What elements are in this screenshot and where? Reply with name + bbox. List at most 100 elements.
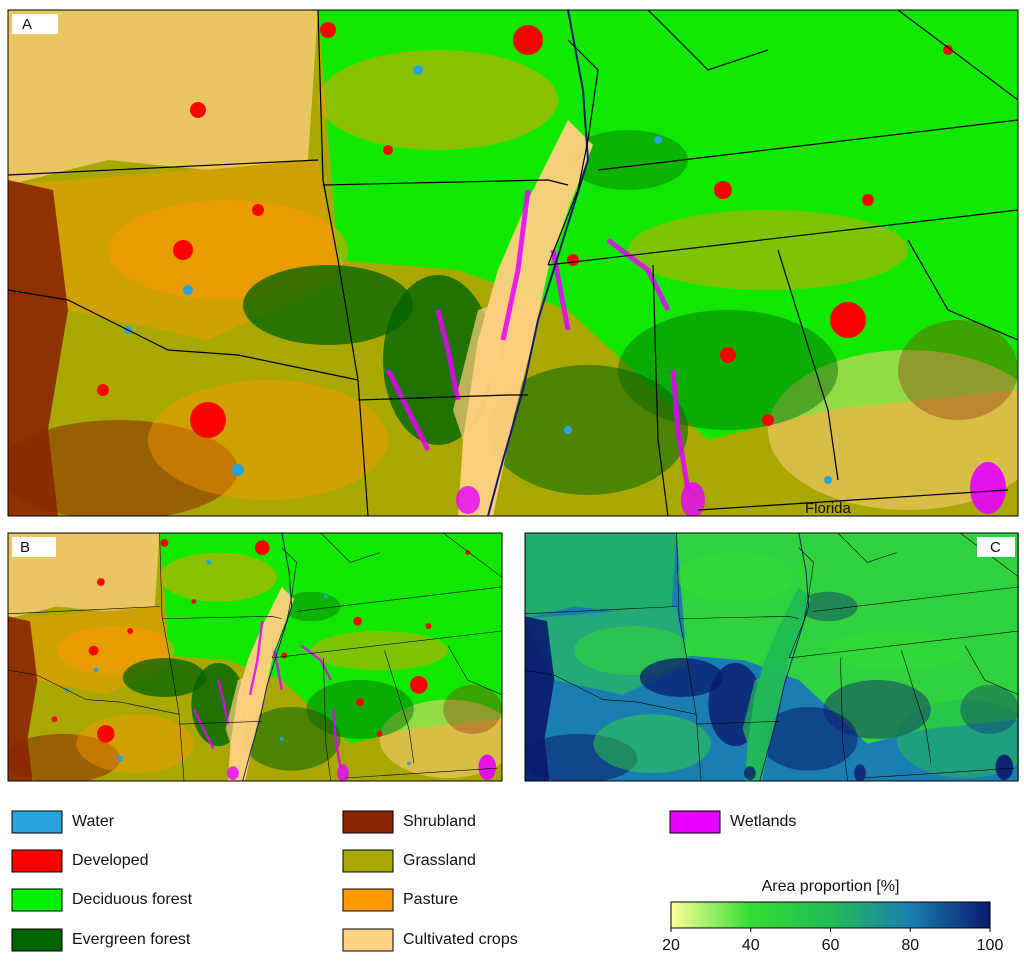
land-cover-region [798, 591, 858, 622]
land-cover-region [995, 754, 1014, 780]
state-boundary [862, 767, 1015, 779]
legend-swatch [342, 928, 394, 952]
legend: Water Developed Deciduous forest Evergreen … [11, 810, 796, 952]
land-cover-region [742, 675, 770, 744]
developed-area [862, 194, 874, 206]
wetland-strip [385, 368, 431, 452]
water-body [413, 65, 423, 75]
land-cover-region [488, 365, 688, 495]
state-boundary [964, 645, 1019, 695]
wetland-strip [435, 309, 461, 401]
panel-label-box [12, 14, 58, 34]
state-boundary [676, 533, 702, 781]
land-cover-region [896, 699, 1019, 778]
wetland-strip [670, 369, 691, 491]
legend-label: Cultivated crops [403, 931, 518, 948]
legend-label: Wetlands [730, 813, 796, 830]
developed-area [190, 402, 226, 438]
land-cover-region [618, 310, 838, 430]
developed-area [252, 204, 264, 216]
state-boundary [901, 650, 932, 764]
panel-frame [7, 9, 1019, 517]
state-boundary [652, 264, 669, 516]
state-boundary [547, 39, 599, 266]
land-cover-region [453, 300, 508, 440]
state-boundary [788, 547, 814, 659]
developed-area [762, 414, 774, 426]
state-boundary [597, 119, 1018, 171]
developed-area [943, 45, 953, 55]
land-cover-region [525, 733, 638, 781]
map-panel-a: Florida A [7, 9, 1019, 517]
developed-area [720, 347, 736, 363]
developed-area [320, 22, 336, 38]
colorbar: Area proportion [%] 20 40 60 80 100 [662, 878, 1003, 954]
legend-label: Developed [72, 852, 149, 869]
state-boundary [897, 10, 1018, 101]
water-body [564, 426, 572, 434]
panel-label: A [22, 16, 32, 33]
state-boundary [322, 179, 569, 186]
legend-swatch [342, 849, 394, 873]
legend-label: Deciduous forest [72, 891, 193, 908]
state-boundary [357, 394, 528, 401]
water-body [232, 464, 244, 476]
land-cover-region [593, 714, 711, 774]
state-boundary [525, 606, 677, 615]
river [759, 533, 810, 781]
land-cover-region [828, 631, 966, 671]
developed-area [513, 25, 543, 55]
land-cover-region [8, 180, 68, 516]
panel-frame [524, 532, 1019, 782]
state-boundary [696, 721, 780, 725]
panel-frame [7, 532, 503, 782]
wetland-strip [606, 238, 671, 312]
land-cover-region [456, 486, 480, 514]
land-cover-region [639, 657, 724, 698]
colorbar-title: Area proportion [%] [762, 878, 900, 895]
colorbar-scale [670, 901, 991, 929]
land-cover-region [148, 380, 388, 500]
state-boundary [777, 249, 839, 481]
state-boundary [8, 289, 359, 381]
land-cover-region [854, 764, 866, 781]
state-boundary [840, 657, 849, 781]
land-cover-region [745, 586, 812, 781]
state-boundary [647, 10, 769, 71]
land-cover-region [898, 320, 1018, 420]
river [487, 10, 590, 516]
developed-area [173, 240, 193, 260]
land-cover-region [525, 616, 555, 781]
state-boundary [697, 489, 1009, 511]
colorbar-tick-label: 80 [901, 937, 919, 954]
land-cover-region [823, 680, 931, 739]
panel-label: C [990, 539, 1001, 556]
developed-area [383, 145, 393, 155]
legend-label: Grassland [403, 852, 476, 869]
colorbar-tick-label: 40 [742, 937, 760, 954]
panel-label-box [12, 537, 56, 557]
map-panel-c: C [524, 532, 1019, 782]
map-label: Florida [805, 500, 852, 517]
land-cover-region [568, 130, 688, 190]
land-cover-region [628, 210, 908, 290]
map-panel-b: B [7, 532, 503, 782]
developed-area [97, 384, 109, 396]
land-cover-region [744, 766, 756, 780]
developed-area [714, 181, 732, 199]
legend-label: Shrubland [403, 813, 476, 830]
water-body [654, 136, 662, 144]
land-cover-region [768, 350, 1018, 510]
wetland-strip [500, 189, 531, 341]
land-cover-region [8, 420, 238, 516]
legend-label: Water [72, 813, 115, 830]
legend-swatch [11, 849, 63, 873]
legend-swatch [342, 810, 394, 834]
developed-area [567, 254, 579, 266]
developed-area [830, 302, 866, 338]
state-boundary [547, 209, 1018, 266]
legend-swatch [11, 810, 63, 834]
land-cover-region [960, 684, 1019, 734]
